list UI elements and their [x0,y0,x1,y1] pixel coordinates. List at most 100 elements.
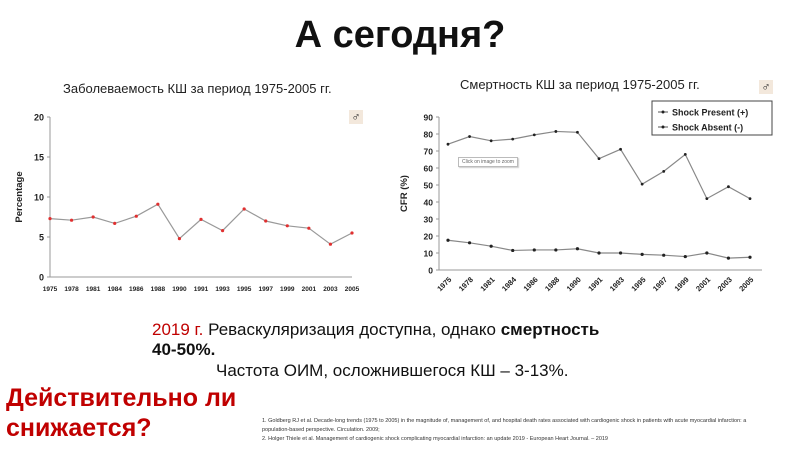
data-point [532,133,536,137]
x-tick-label: 1975 [43,286,58,293]
data-point [532,248,536,252]
y-tick-label: 80 [424,130,434,140]
data-point [597,157,601,161]
x-tick-label: 1978 [457,275,475,293]
data-point [748,255,752,259]
data-point [640,252,644,256]
data-point [619,147,622,151]
data-point [511,137,515,141]
legend-label: Shock Present (+) [672,108,748,118]
data-point [727,185,730,189]
data-point [156,202,160,206]
series-line [49,203,353,245]
data-point [264,219,268,223]
data-point [683,153,687,156]
x-tick-label: 2005 [345,286,360,293]
x-tick-label: 2003 [716,275,734,293]
data-point [640,182,644,186]
y-tick-label: 0 [428,266,433,276]
x-tick-label: 1993 [608,275,626,293]
data-point [48,217,52,221]
data-point [748,197,752,200]
data-point [554,248,558,252]
data-point [177,237,182,241]
x-tick-label: 1997 [258,286,273,293]
x-tick-label: 1999 [280,286,295,293]
data-point [662,253,666,257]
x-tick-label: 1999 [673,275,691,293]
revascularization-text: 2019 г. Реваскуляризация доступна, однак… [152,320,599,340]
mortality-range: 40-50%. [152,340,216,359]
male-symbol-icon: ♂ [759,80,773,94]
x-tick-label: 1990 [172,286,187,293]
data-point [467,241,472,245]
data-point [113,221,117,225]
y-tick-label: 0 [39,273,44,283]
y-tick-label: 20 [34,113,44,123]
male-symbol-icon: ♂ [349,110,363,124]
y-axis-label: Percentage [14,171,25,222]
alert-line1: Действительно ли [6,384,237,412]
data-point [705,197,709,200]
line1-bold: смертность [500,320,600,339]
x-tick-label: 1986 [522,275,540,293]
data-point [597,251,601,255]
data-point [576,130,579,134]
data-point [662,170,666,173]
y-tick-label: 40 [424,198,434,208]
y-tick-label: 50 [424,181,434,191]
y-tick-label: 5 [39,233,44,243]
data-point [705,251,709,255]
zoom-tooltip: Click on image to zoom [458,157,518,167]
x-tick-label: 1991 [194,286,209,293]
data-point [350,231,354,235]
series-line [447,239,751,259]
data-point [554,130,558,133]
data-point [618,251,623,255]
data-point [328,242,333,246]
data-point [511,248,515,253]
x-tick-label: 1981 [478,275,496,293]
line1-text: Реваскуляризация доступна, однако [203,320,501,339]
y-tick-label: 15 [34,153,44,163]
x-tick-label: 1991 [586,275,604,293]
reference-1-cont: population-based perspective. Circulatio… [262,427,380,433]
chart1: 0 5 10 15 20 1975 1978 1981 1984 1986 1988 1990 1991… [14,113,360,294]
x-tick-label: 1995 [629,275,647,293]
x-tick-label: 1990 [565,275,583,293]
y-tick-label: 30 [424,215,434,225]
y-tick-label: 90 [424,113,434,123]
legend-marker [661,125,665,129]
x-tick-label: 1995 [237,286,252,293]
legend [651,100,773,136]
alert-line2: снижается? [6,414,152,442]
x-tick-label: 1993 [215,286,230,293]
data-point [134,214,138,218]
y-tick-label: 20 [424,232,434,242]
data-point [446,142,450,146]
data-point [242,207,246,211]
x-tick-label: 2003 [323,286,338,293]
data-point [199,217,203,221]
y-tick-label: 60 [424,164,434,174]
x-tick-label: 1978 [64,286,79,293]
x-tick-label: 1981 [86,286,101,293]
x-tick-label: 1988 [151,286,166,293]
x-tick-label: 2005 [737,275,755,293]
data-point [468,135,471,138]
reference-2: 2. Holger Thiele et al. Management of ca… [262,436,608,442]
data-point [683,254,687,259]
x-tick-label: 1984 [500,274,519,293]
data-point [285,224,289,228]
data-point [489,139,493,143]
x-tick-label: 2001 [694,275,712,293]
chart1-title: Заболеваемость КШ за период 1975-2005 гг… [63,81,332,96]
legend-label: Shock Absent (-) [672,123,743,133]
data-point [91,215,95,219]
slide-title: А сегодня? [294,14,506,56]
y-tick-label: 70 [424,147,434,157]
chart2-title: Смертность КШ за период 1975-2005 гг. [460,77,700,92]
x-tick-label: 1975 [435,275,453,293]
incidence-text: Частота ОИМ, осложнившегося КШ – 3-13%. [216,361,569,380]
